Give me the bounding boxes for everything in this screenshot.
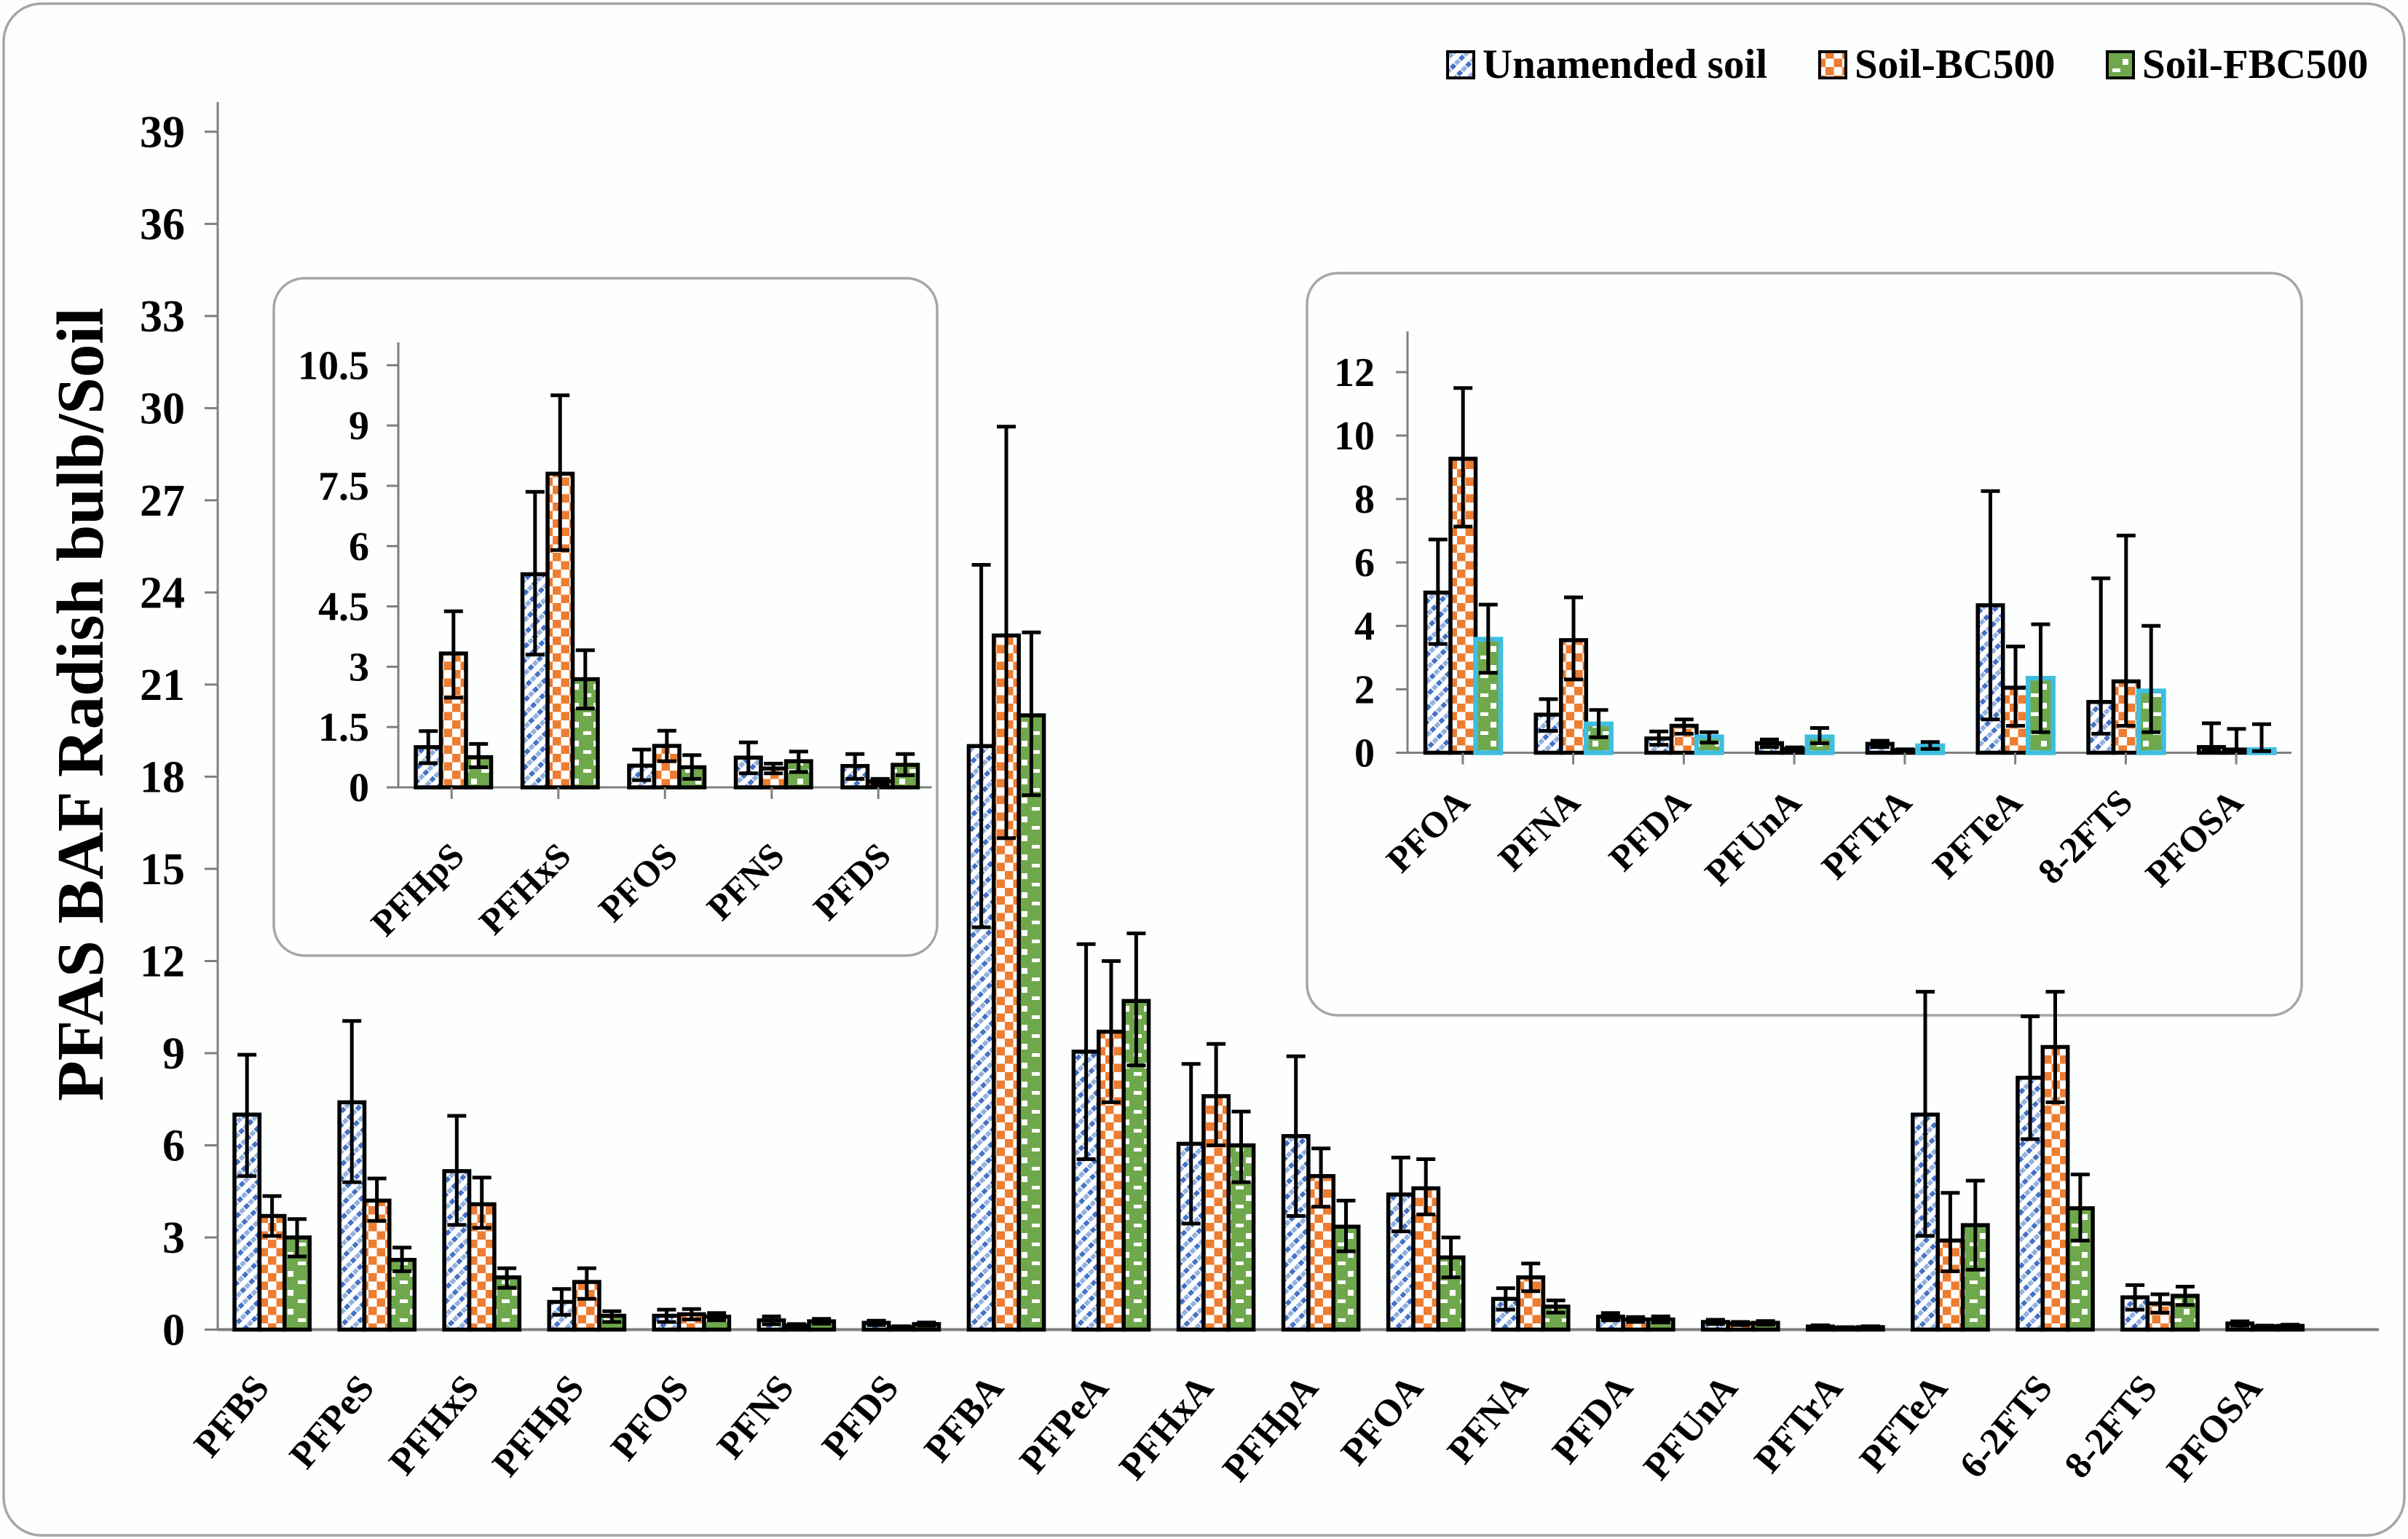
svg-text:9: 9 bbox=[162, 1029, 185, 1079]
svg-text:8: 8 bbox=[1354, 477, 1375, 522]
svg-text:15: 15 bbox=[140, 845, 185, 894]
svg-text:6: 6 bbox=[162, 1122, 185, 1171]
svg-text:18: 18 bbox=[140, 752, 185, 802]
svg-text:PFAS BAF Radish bulb/Soil: PFAS BAF Radish bulb/Soil bbox=[44, 307, 117, 1101]
svg-text:12: 12 bbox=[140, 937, 185, 987]
svg-text:7.5: 7.5 bbox=[318, 464, 369, 509]
svg-text:12: 12 bbox=[1334, 350, 1375, 395]
svg-text:30: 30 bbox=[140, 384, 185, 433]
svg-text:24: 24 bbox=[140, 568, 185, 618]
svg-text:33: 33 bbox=[140, 292, 185, 342]
svg-text:6: 6 bbox=[349, 524, 369, 570]
svg-text:0: 0 bbox=[1354, 731, 1375, 776]
svg-text:Unamended soil: Unamended soil bbox=[1483, 42, 1767, 87]
svg-text:39: 39 bbox=[140, 108, 185, 157]
svg-text:6: 6 bbox=[1354, 540, 1375, 586]
svg-text:3: 3 bbox=[349, 645, 369, 690]
svg-text:3: 3 bbox=[162, 1213, 185, 1263]
svg-text:4.5: 4.5 bbox=[318, 585, 369, 630]
svg-text:10.5: 10.5 bbox=[298, 343, 369, 388]
svg-text:2: 2 bbox=[1354, 667, 1375, 712]
svg-text:Soil-FBC500: Soil-FBC500 bbox=[2142, 42, 2368, 87]
svg-text:0: 0 bbox=[349, 765, 369, 811]
svg-text:10: 10 bbox=[1334, 414, 1375, 459]
svg-text:27: 27 bbox=[140, 476, 185, 526]
svg-text:0: 0 bbox=[162, 1306, 185, 1355]
svg-text:4: 4 bbox=[1354, 604, 1375, 649]
svg-text:36: 36 bbox=[140, 200, 185, 249]
svg-text:9: 9 bbox=[349, 404, 369, 449]
svg-text:21: 21 bbox=[140, 661, 185, 710]
svg-text:Soil-BC500: Soil-BC500 bbox=[1855, 42, 2056, 87]
svg-text:1.5: 1.5 bbox=[318, 705, 369, 750]
